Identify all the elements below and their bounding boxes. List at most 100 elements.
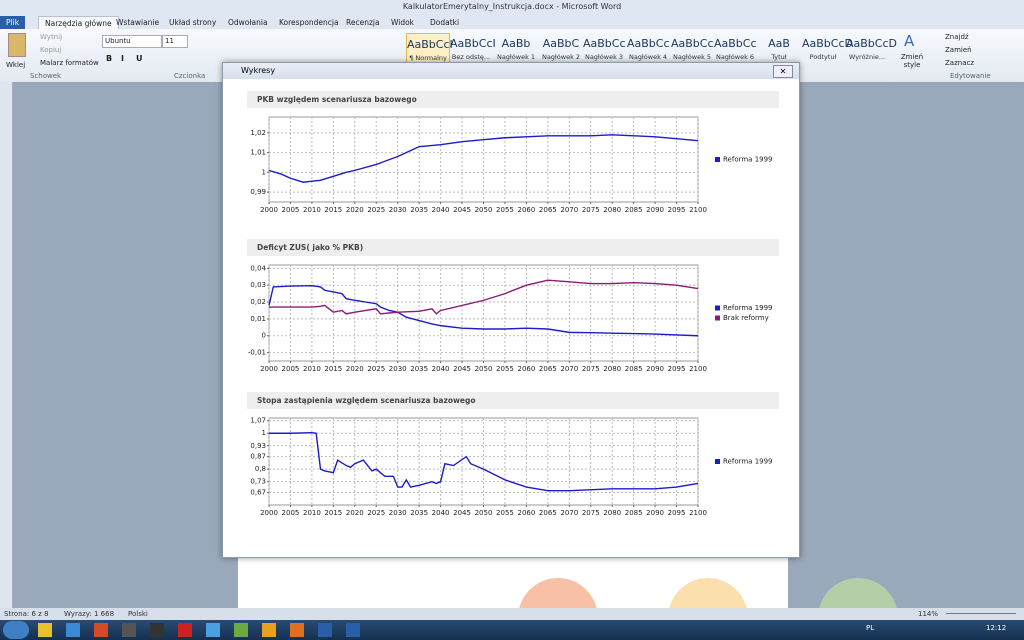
ribbon-tab[interactable]: Wstawianie bbox=[116, 18, 160, 27]
x-tick-label: 2045 bbox=[453, 206, 471, 214]
taskbar-app[interactable] bbox=[38, 623, 52, 637]
style-gallery-item[interactable]: AaBbC Nagłówek 2 bbox=[540, 33, 582, 63]
data-line bbox=[269, 279, 699, 315]
taskbar-app[interactable] bbox=[150, 623, 164, 637]
y-tick-label: 0,87 bbox=[250, 453, 266, 461]
x-tick-label: 2050 bbox=[475, 509, 493, 517]
taskbar-app[interactable] bbox=[66, 623, 80, 637]
status-item: Polski bbox=[128, 610, 148, 618]
font-size[interactable]: 11 bbox=[162, 35, 188, 48]
style-gallery-item[interactable]: AaBbCcI ¶ Normalny bbox=[406, 33, 453, 65]
x-tick-label: 2100 bbox=[689, 509, 707, 517]
legend-label: Reforma 1999 bbox=[723, 458, 773, 466]
ribbon-tab[interactable]: Odwołania bbox=[228, 18, 268, 27]
style-gallery-item[interactable]: AaBbCc Nagłówek 3 bbox=[583, 33, 626, 63]
legend-swatch bbox=[715, 315, 720, 321]
style-gallery-item[interactable]: AaBbCc Nagłówek 6 bbox=[714, 33, 757, 63]
style-gallery-item[interactable]: AaB Tytuł bbox=[758, 33, 800, 63]
taskbar-app[interactable] bbox=[346, 623, 360, 637]
format-button[interactable]: U bbox=[136, 54, 143, 63]
style-sample: AaBbCcD bbox=[802, 37, 853, 50]
legend-swatch bbox=[715, 157, 720, 162]
legend-label: Reforma 1999 bbox=[723, 304, 773, 312]
zoom-slider[interactable] bbox=[946, 613, 1016, 614]
input-language[interactable]: PL bbox=[866, 624, 875, 632]
x-tick-label: 2030 bbox=[389, 509, 407, 517]
cut-button[interactable]: Wytnij bbox=[40, 33, 63, 41]
status-item[interactable]: 114% bbox=[918, 610, 939, 618]
x-tick-label: 2070 bbox=[560, 206, 578, 214]
x-tick-label: 2090 bbox=[646, 509, 664, 517]
ribbon-tab[interactable]: Recenzja bbox=[346, 18, 380, 27]
style-name: Nagłówek 2 bbox=[541, 53, 581, 61]
window-title: KalkulatorEmerytalny_Instrukcja.docx - M… bbox=[402, 2, 622, 11]
x-tick-label: 2085 bbox=[625, 509, 643, 517]
data-line bbox=[268, 134, 699, 183]
ribbon-tab[interactable]: Układ strony bbox=[169, 18, 217, 27]
font-name[interactable]: Ubuntu bbox=[102, 35, 162, 48]
start-button[interactable] bbox=[3, 621, 29, 639]
editing-button[interactable]: Znajdź bbox=[945, 33, 969, 41]
editing-button[interactable]: Zamień bbox=[945, 46, 972, 54]
copy-button[interactable]: Kopiuj bbox=[40, 46, 62, 54]
style-sample: AaBbCc bbox=[671, 37, 714, 50]
paste-button[interactable]: Wklej bbox=[6, 61, 26, 69]
change-styles-icon[interactable]: A bbox=[904, 32, 915, 50]
ribbon-tab[interactable]: Widok bbox=[391, 18, 415, 27]
taskbar-app[interactable] bbox=[206, 623, 220, 637]
ribbon-tab[interactable]: Plik bbox=[0, 16, 26, 29]
ribbon-tab[interactable]: Dodatki bbox=[430, 18, 460, 27]
style-name: Nagłówek 4 bbox=[628, 53, 668, 61]
style-sample: AaBbCcD bbox=[846, 37, 897, 50]
x-tick-label: 2045 bbox=[453, 509, 471, 517]
taskbar: PL 12:12 bbox=[0, 620, 1024, 640]
style-name: Nagłówek 6 bbox=[715, 53, 755, 61]
dialog-title-bar: Wykresy ✕ bbox=[223, 63, 799, 79]
chart-title: PKB względem scenariusza bazowego bbox=[257, 95, 417, 104]
status-item: Strona: 6 z 8 bbox=[4, 610, 49, 618]
x-tick-label: 2080 bbox=[603, 206, 621, 214]
style-gallery-item[interactable]: AaBbCcD Podtytuł bbox=[802, 33, 853, 63]
x-tick-label: 2090 bbox=[646, 365, 664, 373]
taskbar-app[interactable] bbox=[262, 623, 276, 637]
style-gallery-item[interactable]: AaBbCcD Wyróżnie... bbox=[846, 33, 897, 63]
y-tick-label: 1 bbox=[262, 429, 266, 437]
x-tick-label: 2070 bbox=[560, 509, 578, 517]
style-gallery-item[interactable]: AaBbCc Nagłówek 5 bbox=[671, 33, 714, 63]
ribbon-tab[interactable]: Narzędzia główne bbox=[38, 16, 119, 30]
data-line bbox=[269, 432, 699, 492]
close-button[interactable]: ✕ bbox=[773, 65, 793, 78]
x-tick-label: 2050 bbox=[475, 365, 493, 373]
format-painter-button[interactable]: Malarz formatów bbox=[40, 59, 99, 67]
x-tick-label: 2000 bbox=[260, 509, 278, 517]
y-tick-label: 0,99 bbox=[250, 188, 266, 196]
taskbar-app[interactable] bbox=[318, 623, 332, 637]
style-gallery-item[interactable]: AaBb Nagłówek 1 bbox=[495, 33, 537, 63]
x-tick-label: 2000 bbox=[260, 365, 278, 373]
x-tick-label: 2035 bbox=[410, 365, 428, 373]
x-tick-label: 2095 bbox=[668, 365, 686, 373]
style-gallery-item[interactable]: AaBbCcI Bez odstę... bbox=[450, 33, 496, 63]
editing-button[interactable]: Zaznacz bbox=[945, 59, 975, 67]
chart: Stopa zastąpienia względem scenariusza b… bbox=[247, 392, 779, 517]
x-tick-label: 2055 bbox=[496, 365, 514, 373]
style-name: Bez odstę... bbox=[451, 53, 491, 61]
taskbar-app[interactable] bbox=[94, 623, 108, 637]
taskbar-app[interactable] bbox=[234, 623, 248, 637]
ribbon-tab[interactable]: Korespondencja bbox=[279, 18, 339, 27]
group-label: Schowek bbox=[30, 72, 62, 80]
x-tick-label: 2075 bbox=[582, 365, 600, 373]
dialog-title: Wykresy bbox=[241, 66, 276, 75]
taskbar-app[interactable] bbox=[178, 623, 192, 637]
paste-icon[interactable] bbox=[8, 33, 26, 57]
format-button[interactable]: I bbox=[121, 54, 124, 63]
style-gallery-item[interactable]: AaBbCc Nagłówek 4 bbox=[627, 33, 670, 63]
change-styles-button[interactable]: Zmień style bbox=[900, 53, 924, 69]
legend-label: Brak reformy bbox=[723, 314, 769, 322]
clock[interactable]: 12:12 bbox=[986, 624, 1007, 632]
format-button[interactable]: B bbox=[106, 54, 113, 63]
taskbar-app[interactable] bbox=[290, 623, 304, 637]
taskbar-app[interactable] bbox=[122, 623, 136, 637]
chart-title-band bbox=[247, 239, 779, 256]
y-tick-label: 1 bbox=[262, 168, 266, 176]
